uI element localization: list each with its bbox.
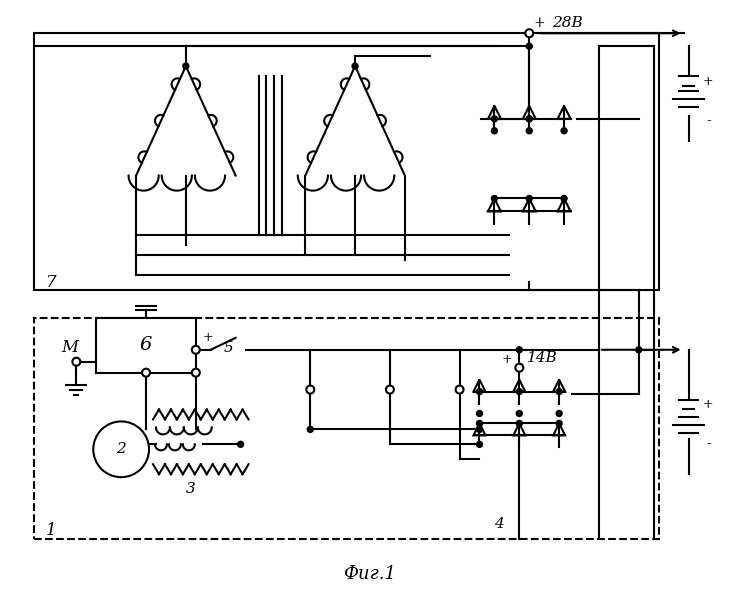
Circle shape — [515, 364, 523, 371]
Circle shape — [517, 410, 522, 416]
Circle shape — [517, 389, 522, 395]
Circle shape — [192, 368, 200, 377]
Bar — [33, 33, 659, 290]
Circle shape — [526, 128, 532, 134]
Circle shape — [477, 427, 482, 433]
Text: 2: 2 — [116, 442, 126, 457]
Text: 7: 7 — [46, 274, 57, 290]
Circle shape — [556, 421, 562, 427]
Text: +: + — [534, 16, 545, 30]
Circle shape — [491, 196, 497, 202]
Circle shape — [477, 389, 482, 395]
Circle shape — [183, 63, 189, 69]
Text: 14В: 14В — [527, 351, 557, 365]
Circle shape — [526, 116, 532, 122]
Circle shape — [561, 128, 567, 134]
Circle shape — [73, 358, 81, 365]
Text: M: M — [61, 339, 78, 356]
Circle shape — [491, 128, 497, 134]
Circle shape — [192, 346, 200, 354]
Circle shape — [307, 427, 313, 433]
Circle shape — [636, 347, 642, 353]
Circle shape — [386, 386, 394, 394]
Text: -: - — [706, 114, 711, 128]
Circle shape — [456, 386, 463, 394]
Circle shape — [477, 410, 482, 416]
Circle shape — [556, 389, 562, 395]
Circle shape — [517, 347, 522, 353]
Text: +: + — [703, 398, 714, 411]
Circle shape — [526, 196, 532, 202]
Text: -: - — [706, 437, 711, 451]
Text: +: + — [703, 74, 714, 88]
Circle shape — [477, 421, 482, 427]
Text: 5: 5 — [223, 341, 234, 355]
Circle shape — [561, 196, 567, 202]
Bar — [96, 318, 196, 373]
Circle shape — [526, 116, 532, 122]
Bar — [33, 318, 659, 539]
Circle shape — [526, 43, 532, 49]
Circle shape — [238, 442, 243, 448]
Text: 1: 1 — [46, 523, 57, 539]
Circle shape — [142, 368, 150, 377]
Text: Фиг.1: Фиг.1 — [343, 565, 397, 583]
Text: 3: 3 — [186, 482, 195, 496]
Text: 6: 6 — [140, 336, 152, 354]
Circle shape — [306, 386, 314, 394]
Circle shape — [556, 410, 562, 416]
Circle shape — [352, 63, 358, 69]
Circle shape — [477, 442, 482, 448]
Circle shape — [491, 116, 497, 122]
Text: +: + — [203, 331, 213, 344]
Text: 28В: 28В — [552, 16, 582, 30]
Text: +: + — [502, 353, 513, 366]
Circle shape — [525, 29, 534, 37]
Text: 4: 4 — [494, 517, 504, 531]
Circle shape — [517, 421, 522, 427]
